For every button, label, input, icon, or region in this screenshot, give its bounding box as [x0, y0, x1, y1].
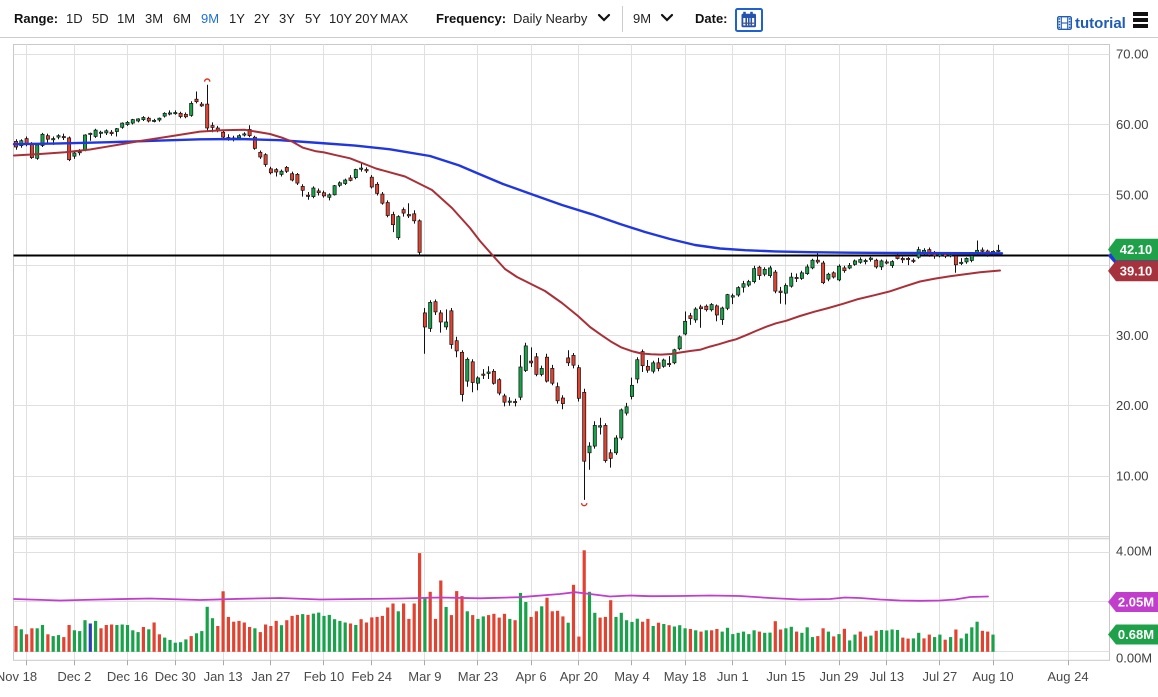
svg-text:Dec 30: Dec 30 — [155, 669, 196, 684]
svg-text:10.00: 10.00 — [1116, 469, 1149, 484]
svg-text:Jan 27: Jan 27 — [251, 669, 290, 684]
svg-text:Jun 15: Jun 15 — [766, 669, 805, 684]
svg-text:Mar 23: Mar 23 — [458, 669, 498, 684]
svg-text:Jun 29: Jun 29 — [819, 669, 858, 684]
svg-text:0.68M: 0.68M — [1118, 627, 1154, 642]
svg-text:4.00M: 4.00M — [1116, 544, 1152, 559]
svg-text:Dec 16: Dec 16 — [107, 669, 148, 684]
svg-text:Apr 20: Apr 20 — [560, 669, 598, 684]
svg-text:Feb 24: Feb 24 — [352, 669, 392, 684]
svg-text:Mar 9: Mar 9 — [408, 669, 441, 684]
svg-text:Jan 13: Jan 13 — [204, 669, 243, 684]
svg-text:May 18: May 18 — [664, 669, 707, 684]
svg-text:70.00: 70.00 — [1116, 47, 1149, 62]
svg-text:Jul 27: Jul 27 — [923, 669, 958, 684]
svg-text:39.10: 39.10 — [1120, 264, 1153, 279]
svg-text:30.00: 30.00 — [1116, 328, 1149, 343]
svg-text:Feb 10: Feb 10 — [304, 669, 344, 684]
svg-text:20.00: 20.00 — [1116, 398, 1149, 413]
svg-text:May 4: May 4 — [614, 669, 649, 684]
svg-text:Aug 10: Aug 10 — [972, 669, 1013, 684]
svg-text:Nov 18: Nov 18 — [0, 669, 37, 684]
svg-text:2.05M: 2.05M — [1118, 595, 1154, 610]
svg-text:Apr 6: Apr 6 — [516, 669, 547, 684]
svg-text:0.00M: 0.00M — [1116, 650, 1152, 665]
svg-text:50.00: 50.00 — [1116, 187, 1149, 202]
svg-text:Jun 1: Jun 1 — [717, 669, 749, 684]
svg-text:Dec 2: Dec 2 — [57, 669, 91, 684]
svg-text:42.10: 42.10 — [1120, 242, 1153, 257]
svg-text:Jul 13: Jul 13 — [869, 669, 904, 684]
svg-text:Aug 24: Aug 24 — [1047, 669, 1088, 684]
svg-text:60.00: 60.00 — [1116, 117, 1149, 132]
